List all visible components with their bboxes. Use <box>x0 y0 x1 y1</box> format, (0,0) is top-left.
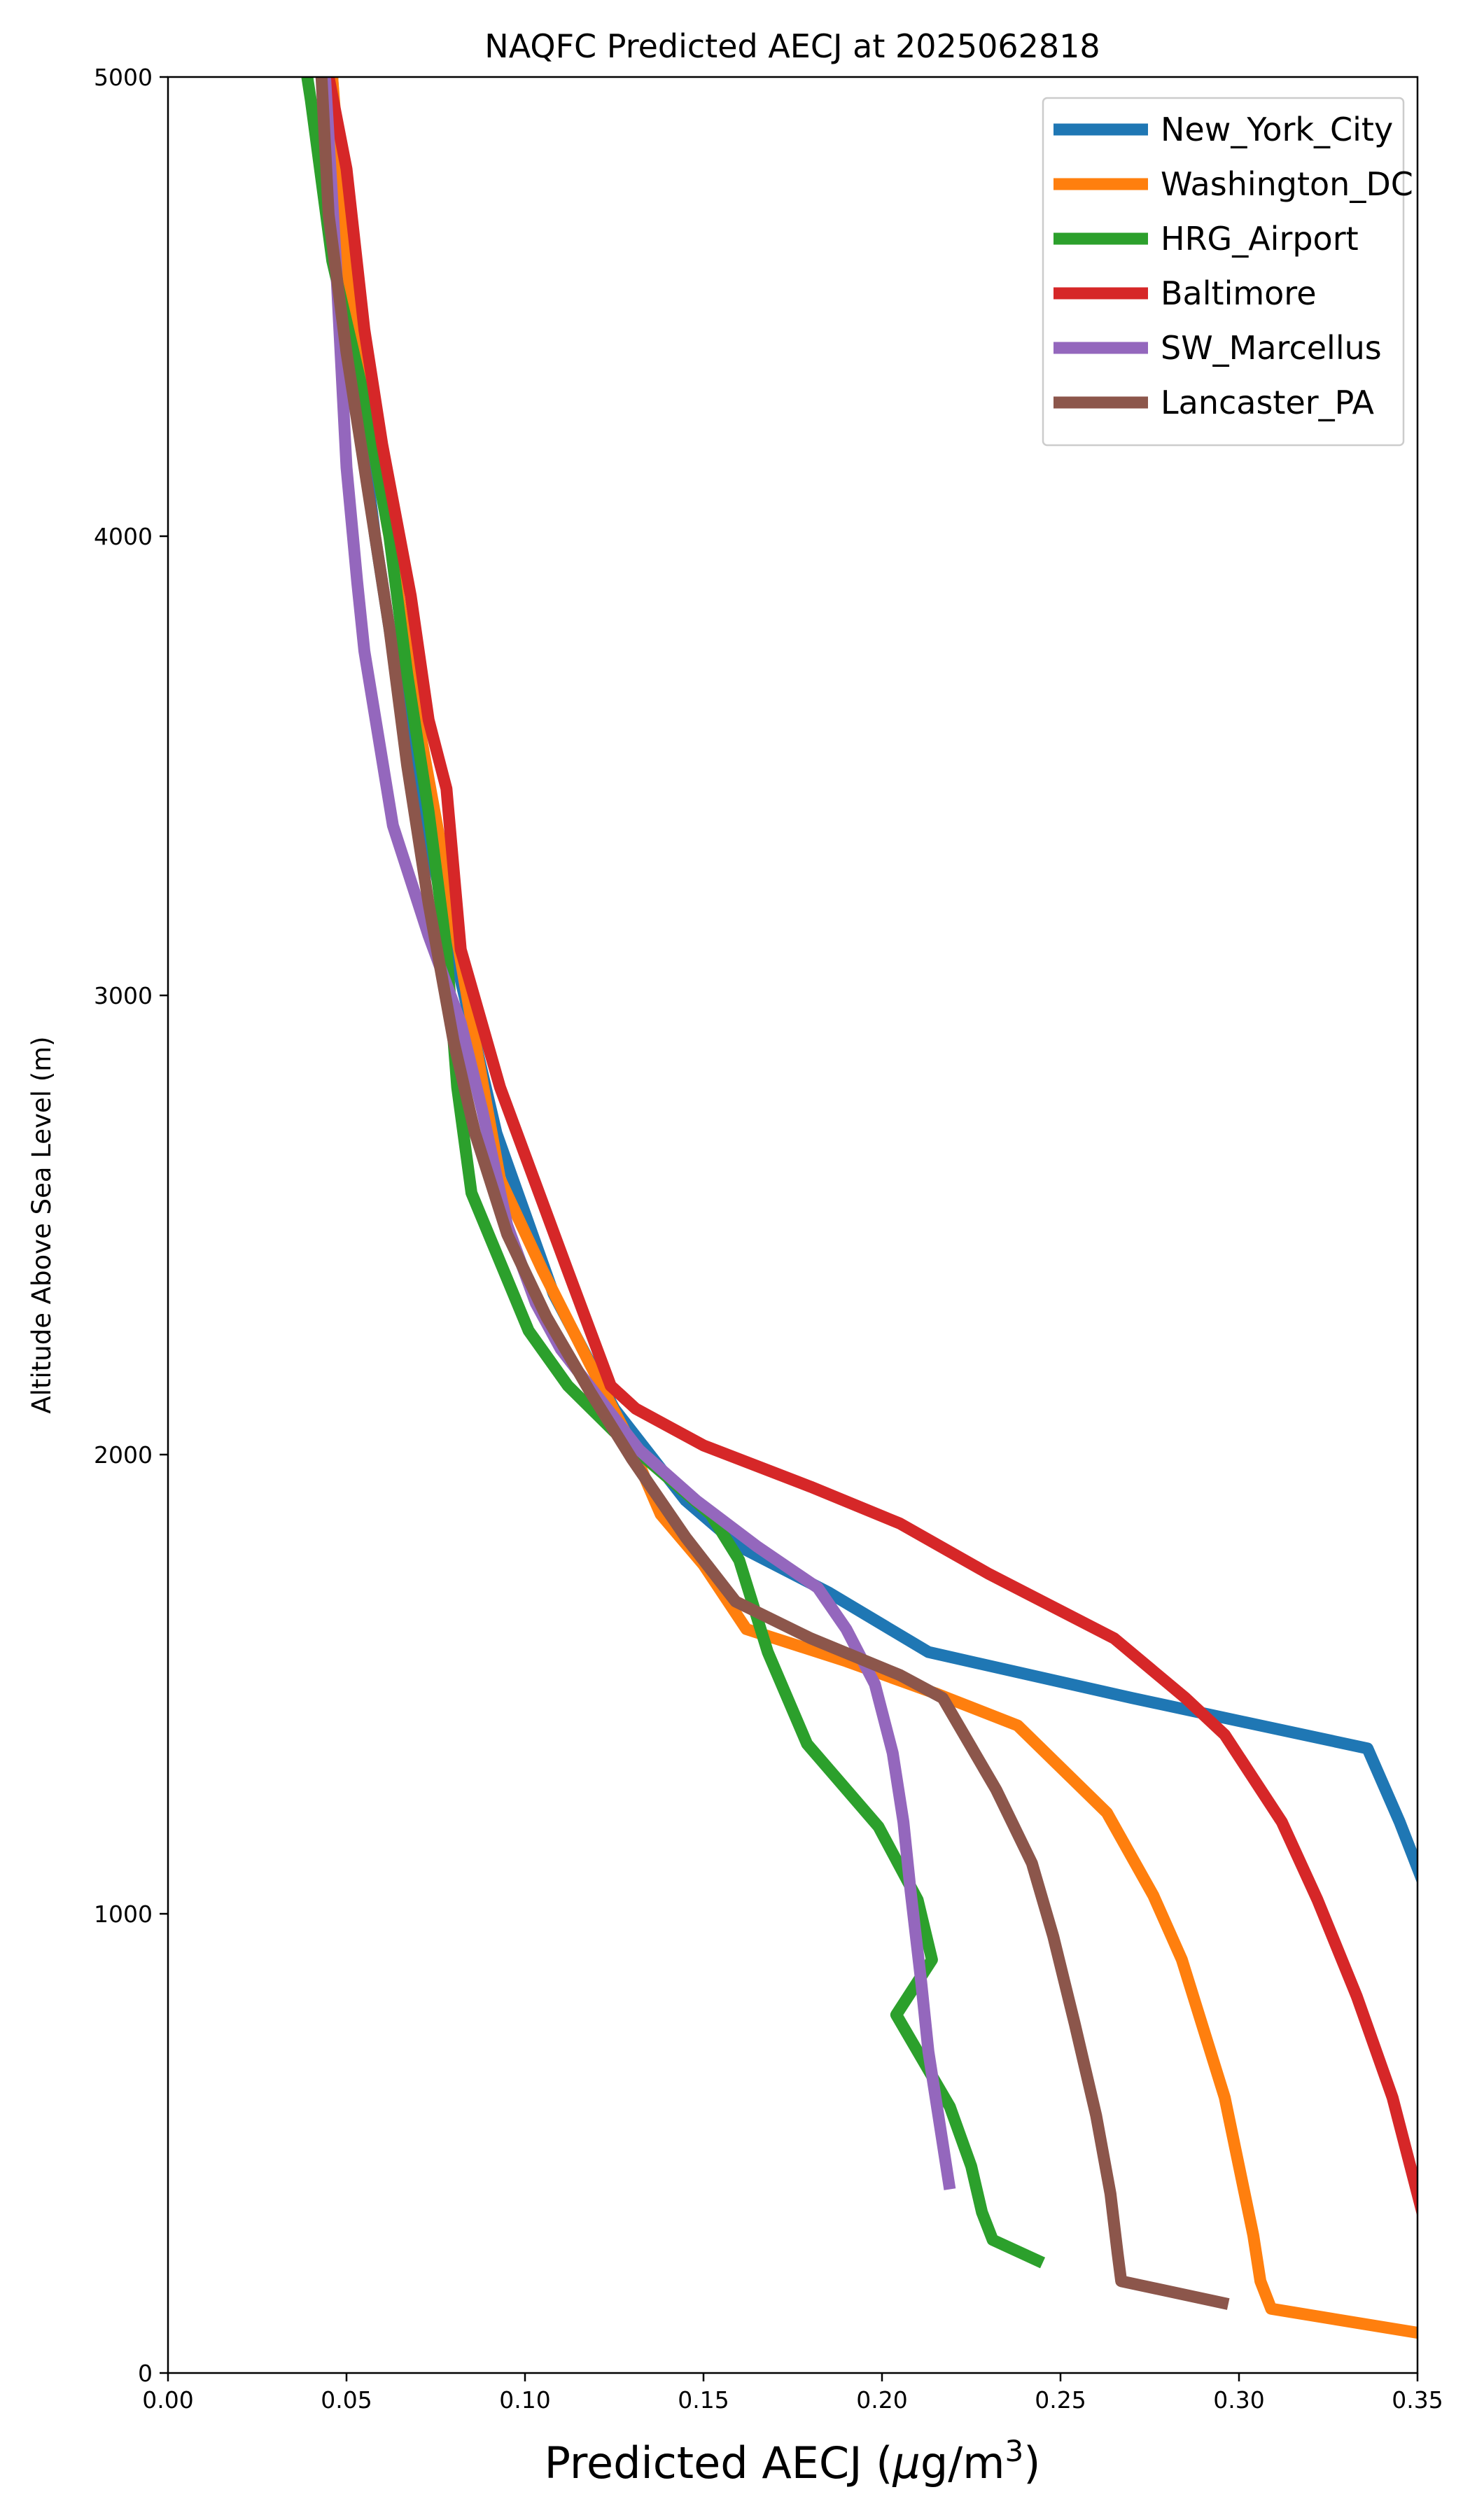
y-tick-label: 1000 <box>94 1900 153 1928</box>
series-line-sw-marcellus <box>318 77 956 2190</box>
series-layer <box>301 77 1418 2339</box>
x-tick-label: 0.15 <box>678 2386 729 2414</box>
legend-label-washington-dc: Washington_DC <box>1161 165 1413 203</box>
y-axis: 0 1000 2000 3000 4000 5000 <box>94 64 168 2387</box>
x-axis-label-base: Predicted AECJ ( <box>545 2437 893 2488</box>
series-line-baltimore <box>323 77 1418 2218</box>
y-tick-label: 5000 <box>94 64 153 91</box>
x-axis-label-superscript: 3 <box>1004 2434 1023 2468</box>
series-line-lancaster-pa <box>315 77 1230 2310</box>
plot-frame <box>167 76 1419 2374</box>
x-axis: 0.00 0.05 0.10 0.15 0.20 0.25 0.30 0.35 <box>142 2373 1443 2414</box>
chart-title: NAQFC Predicted AECJ at 2025062818 <box>484 27 1100 65</box>
legend-label-lancaster-pa: Lancaster_PA <box>1161 384 1374 421</box>
x-axis-label: Predicted AECJ (μg/m3) <box>545 2434 1041 2489</box>
legend: New_York_City Washington_DC HRG_Airport Bal… <box>1042 97 1413 447</box>
x-tick-label: 0.10 <box>499 2386 550 2414</box>
x-axis-label-mu: μ <box>892 2437 920 2488</box>
legend-label-new-york-city: New_York_City <box>1161 111 1393 148</box>
y-axis-label: Altitude Above Sea Level (m) <box>27 1036 57 1413</box>
x-axis-label-unit: g/m <box>920 2437 1005 2488</box>
y-tick-label: 0 <box>138 2360 153 2387</box>
x-tick-label: 0.25 <box>1035 2386 1086 2414</box>
legend-label-baltimore: Baltimore <box>1161 274 1317 312</box>
y-tick-label: 3000 <box>94 982 153 1009</box>
x-tick-label: 0.20 <box>856 2386 907 2414</box>
y-tick-label: 4000 <box>94 523 153 550</box>
y-tick-label: 2000 <box>94 1441 153 1469</box>
x-tick-label: 0.35 <box>1392 2386 1443 2414</box>
x-tick-label: 0.00 <box>142 2386 193 2414</box>
x-axis-label-close: ) <box>1023 2437 1040 2488</box>
legend-label-sw-marcellus: SW_Marcellus <box>1161 329 1382 367</box>
x-tick-label: 0.30 <box>1213 2386 1264 2414</box>
x-tick-label: 0.05 <box>321 2386 372 2414</box>
legend-label-hrg-airport: HRG_Airport <box>1161 220 1359 258</box>
